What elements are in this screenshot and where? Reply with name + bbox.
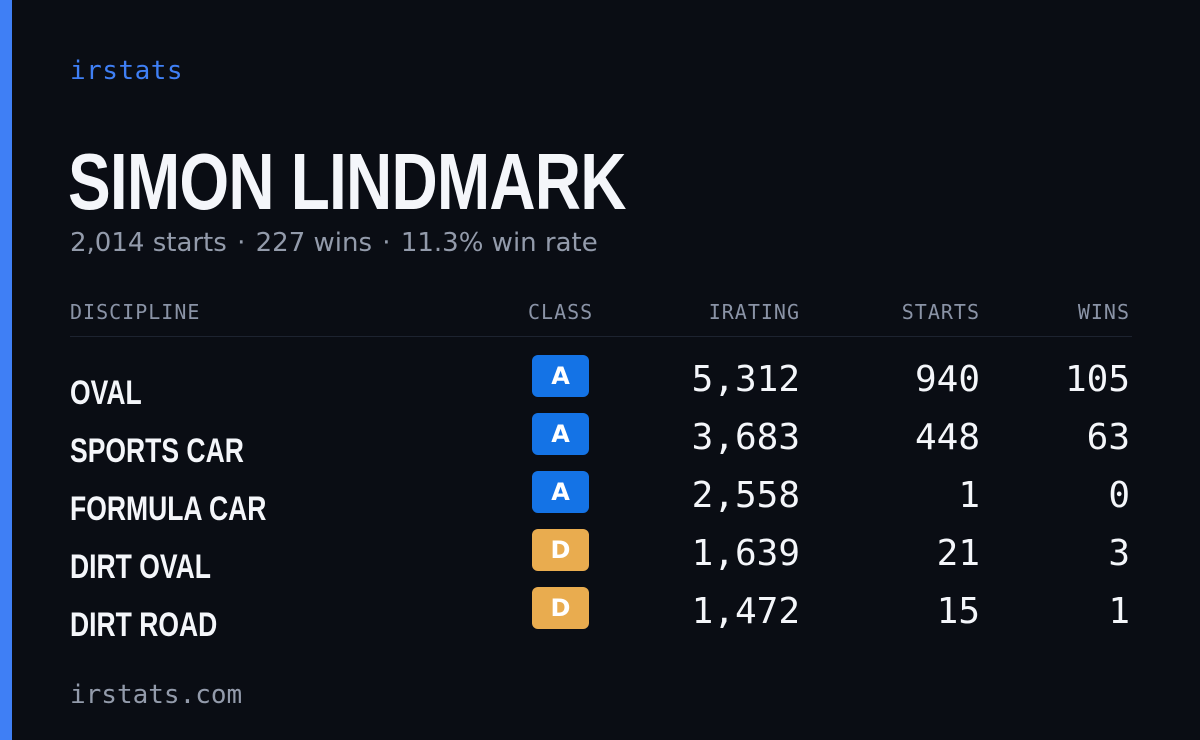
- accent-bar: [0, 0, 12, 740]
- class-badge: A: [532, 355, 589, 397]
- starts-value: 1: [958, 475, 980, 516]
- driver-summary: 2,014 starts · 227 wins · 11.3% win rate: [70, 228, 598, 258]
- wins-value: 63: [1086, 417, 1130, 458]
- summary-separator: ·: [237, 228, 246, 258]
- driver-name: SIMON LINDMARK: [68, 137, 626, 226]
- table-body: OVAL A 5,312 940 105 SPORTS CAR A 3,683 …: [70, 353, 1132, 644]
- table-row: OVAL A 5,312 940 105: [70, 353, 1132, 412]
- class-badge: A: [532, 413, 589, 455]
- wins-value: 3: [1108, 533, 1130, 574]
- class-badge: D: [532, 529, 589, 571]
- summary-separator: ·: [382, 228, 391, 258]
- brand-logo: irstats: [70, 56, 184, 86]
- irating-value: 1,639: [691, 533, 800, 574]
- header-discipline: DISCIPLINE: [70, 300, 201, 324]
- starts-value: 448: [914, 417, 980, 458]
- starts-value: 21: [936, 533, 980, 574]
- table-header: DISCIPLINE CLASS IRATING STARTS WINS: [70, 296, 1132, 337]
- irating-value: 3,683: [691, 417, 800, 458]
- discipline-stats-table: DISCIPLINE CLASS IRATING STARTS WINS OVA…: [70, 296, 1132, 644]
- header-class: CLASS: [528, 300, 594, 324]
- discipline-name: OVAL: [70, 374, 142, 412]
- table-row: SPORTS CAR A 3,683 448 63: [70, 411, 1132, 470]
- summary-wins: 227 wins: [255, 228, 373, 258]
- wins-value: 0: [1108, 475, 1130, 516]
- summary-starts: 2,014 starts: [70, 228, 227, 258]
- header-starts: STARTS: [901, 300, 980, 324]
- table-row: FORMULA CAR A 2,558 1 0: [70, 469, 1132, 528]
- wins-value: 105: [1064, 359, 1130, 400]
- table-row: DIRT ROAD D 1,472 15 1: [70, 585, 1132, 644]
- discipline-name: SPORTS CAR: [70, 432, 244, 470]
- starts-value: 15: [936, 591, 980, 632]
- class-badge: A: [532, 471, 589, 513]
- footer-url: irstats.com: [70, 680, 243, 710]
- class-badge: D: [532, 587, 589, 629]
- header-irating: IRATING: [708, 300, 800, 324]
- table-row: DIRT OVAL D 1,639 21 3: [70, 527, 1132, 586]
- starts-value: 940: [914, 359, 980, 400]
- irating-value: 1,472: [691, 591, 800, 632]
- summary-win-rate: 11.3% win rate: [400, 228, 598, 258]
- irating-value: 5,312: [691, 359, 800, 400]
- discipline-name: DIRT OVAL: [70, 548, 211, 586]
- irating-value: 2,558: [691, 475, 800, 516]
- wins-value: 1: [1108, 591, 1130, 632]
- discipline-name: DIRT ROAD: [70, 606, 218, 644]
- discipline-name: FORMULA CAR: [70, 490, 267, 528]
- header-wins: WINS: [1077, 300, 1130, 324]
